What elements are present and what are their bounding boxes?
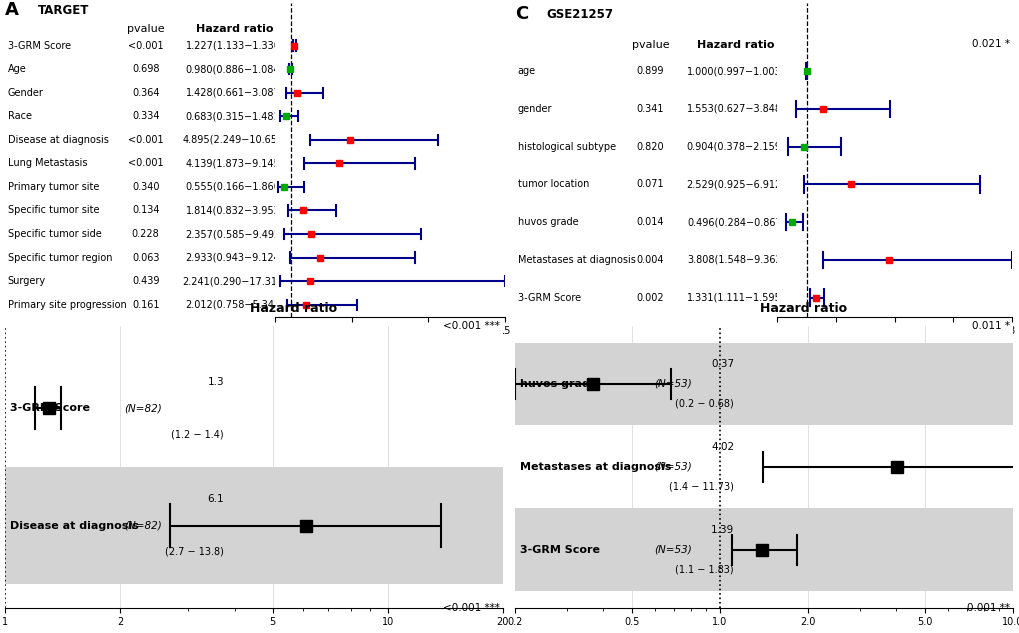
Text: C: C xyxy=(515,6,528,23)
Text: (N=53): (N=53) xyxy=(654,462,692,472)
Text: (N=82): (N=82) xyxy=(124,403,162,413)
Text: 0.980(0.886−1.084): 0.980(0.886−1.084) xyxy=(185,64,283,74)
Text: 0.014: 0.014 xyxy=(636,217,663,227)
Text: Specific tumor region: Specific tumor region xyxy=(8,253,112,263)
Text: 0.021 *: 0.021 * xyxy=(971,39,1010,49)
Text: 0.364: 0.364 xyxy=(131,88,159,97)
Text: Specific tumor side: Specific tumor side xyxy=(8,229,102,239)
Text: 1.000(0.997−1.003): 1.000(0.997−1.003) xyxy=(687,66,785,76)
Text: 1.39: 1.39 xyxy=(710,525,734,535)
Bar xyxy=(515,342,1012,425)
Bar xyxy=(515,508,1012,591)
X-axis label: Hazard ratio: Hazard ratio xyxy=(356,342,424,352)
Text: Specific tumor site: Specific tumor site xyxy=(8,206,99,215)
Text: GSE21257: GSE21257 xyxy=(546,8,612,21)
Text: TARGET: TARGET xyxy=(38,4,89,16)
Text: Lung Metastasis: Lung Metastasis xyxy=(8,158,88,168)
Text: 0.004: 0.004 xyxy=(636,255,663,265)
Text: Hazard ratio: Hazard ratio xyxy=(759,302,847,315)
Text: <0.001 ***: <0.001 *** xyxy=(443,321,500,331)
Text: tumor location: tumor location xyxy=(518,179,589,189)
Text: Gender: Gender xyxy=(8,88,44,97)
Text: (1.1 − 1.83): (1.1 − 1.83) xyxy=(675,565,734,575)
Text: Primary site progression: Primary site progression xyxy=(8,299,126,310)
Text: 4.895(2.249−10.657): 4.895(2.249−10.657) xyxy=(182,135,287,145)
Text: Primary tumor site: Primary tumor site xyxy=(8,182,99,192)
Text: 0.683(0.315−1.481): 0.683(0.315−1.481) xyxy=(185,111,283,122)
Text: 0.334: 0.334 xyxy=(131,111,159,122)
Text: 3.808(1.548−9.362): 3.808(1.548−9.362) xyxy=(686,255,785,265)
Text: 1.227(1.133−1.330): 1.227(1.133−1.330) xyxy=(185,41,284,51)
Text: 2.933(0.943−9.124): 2.933(0.943−9.124) xyxy=(185,253,284,263)
Text: (0.2 − 0.68): (0.2 − 0.68) xyxy=(675,399,734,409)
Text: Disease at diagnosis: Disease at diagnosis xyxy=(8,135,109,145)
Text: 0.071: 0.071 xyxy=(636,179,663,189)
Text: <0.001: <0.001 xyxy=(127,41,163,51)
Text: Surgery: Surgery xyxy=(8,276,46,286)
Text: 1.428(0.661−3.087): 1.428(0.661−3.087) xyxy=(185,88,284,97)
Text: <0.001 ***: <0.001 *** xyxy=(443,603,500,613)
Text: 2.529(0.925−6.912): 2.529(0.925−6.912) xyxy=(686,179,785,189)
Text: 0.002: 0.002 xyxy=(636,292,663,303)
Text: 0.555(0.166−1.860): 0.555(0.166−1.860) xyxy=(185,182,284,192)
Text: histological subtype: histological subtype xyxy=(518,142,615,152)
Text: Metastases at diagnosis: Metastases at diagnosis xyxy=(520,462,671,472)
Text: 3-GRM Score: 3-GRM Score xyxy=(8,41,71,51)
Text: gender: gender xyxy=(518,104,551,114)
Text: Hazard ratio: Hazard ratio xyxy=(250,302,337,315)
Text: 0.161: 0.161 xyxy=(131,299,159,310)
Text: 0.134: 0.134 xyxy=(131,206,159,215)
Text: <0.001: <0.001 xyxy=(127,158,163,168)
Text: 2.357(0.585−9.492): 2.357(0.585−9.492) xyxy=(185,229,284,239)
Text: 0.063: 0.063 xyxy=(131,253,159,263)
Text: 0.340: 0.340 xyxy=(131,182,159,192)
Text: (1.2 − 1.4): (1.2 − 1.4) xyxy=(171,429,224,439)
Text: 4.02: 4.02 xyxy=(710,442,734,452)
Text: <0.001: <0.001 xyxy=(127,135,163,145)
Text: Age: Age xyxy=(8,64,26,74)
Text: (2.7 − 13.8): (2.7 − 13.8) xyxy=(165,547,224,556)
Text: 0.899: 0.899 xyxy=(636,66,663,76)
Text: 3-GRM Score: 3-GRM Score xyxy=(518,292,580,303)
Text: Hazard ratio: Hazard ratio xyxy=(697,40,774,50)
Text: 4.139(1.873−9.145): 4.139(1.873−9.145) xyxy=(185,158,284,168)
Text: Metastases at diagnosis: Metastases at diagnosis xyxy=(518,255,635,265)
Text: 2.012(0.758−5.342): 2.012(0.758−5.342) xyxy=(185,299,284,310)
Text: 3-GRM Score: 3-GRM Score xyxy=(10,403,90,413)
Text: 1.553(0.627−3.848): 1.553(0.627−3.848) xyxy=(686,104,785,114)
Text: (N=53): (N=53) xyxy=(654,544,692,555)
Text: huvos grade: huvos grade xyxy=(518,217,578,227)
Text: A: A xyxy=(5,1,19,19)
Text: Hazard ratio: Hazard ratio xyxy=(196,24,273,34)
Text: 0.904(0.378−2.159): 0.904(0.378−2.159) xyxy=(686,142,785,152)
Text: 3-GRM Score: 3-GRM Score xyxy=(520,544,599,555)
Text: 0.439: 0.439 xyxy=(131,276,159,286)
Text: 0.37: 0.37 xyxy=(710,359,734,369)
Text: huvos grade: huvos grade xyxy=(520,379,597,389)
Text: age: age xyxy=(518,66,535,76)
Text: 1.331(1.111−1.595): 1.331(1.111−1.595) xyxy=(686,292,785,303)
Text: pvalue: pvalue xyxy=(126,24,164,34)
Text: 0.341: 0.341 xyxy=(636,104,663,114)
Text: (N=82): (N=82) xyxy=(124,520,162,530)
Text: 0.011 *: 0.011 * xyxy=(971,321,1010,331)
Text: (1.4 − 11.73): (1.4 − 11.73) xyxy=(668,482,734,492)
Text: Disease at diagnosis: Disease at diagnosis xyxy=(10,520,139,530)
Bar xyxy=(5,467,502,584)
Text: 0.698: 0.698 xyxy=(131,64,159,74)
Text: 6.1: 6.1 xyxy=(207,494,224,505)
Text: 0.820: 0.820 xyxy=(636,142,663,152)
Text: 0.228: 0.228 xyxy=(131,229,159,239)
X-axis label: Hazard ratio: Hazard ratio xyxy=(859,342,928,352)
Text: 0.001 **: 0.001 ** xyxy=(966,603,1010,613)
Text: pvalue: pvalue xyxy=(631,40,668,50)
Text: (N=53): (N=53) xyxy=(654,379,692,389)
Text: 1.3: 1.3 xyxy=(207,377,224,387)
Text: 0.496(0.284−0.867): 0.496(0.284−0.867) xyxy=(686,217,785,227)
Text: 2.241(0.290−17.317): 2.241(0.290−17.317) xyxy=(182,276,287,286)
Text: Race: Race xyxy=(8,111,32,122)
Text: 1.814(0.832−3.953): 1.814(0.832−3.953) xyxy=(185,206,284,215)
